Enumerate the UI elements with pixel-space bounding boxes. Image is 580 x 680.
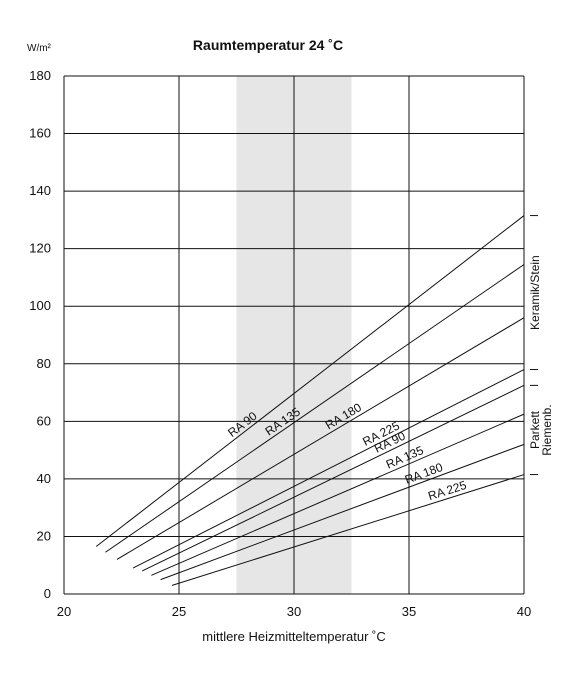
x-tick-label: 30 [287, 604, 301, 619]
series-line [171, 474, 525, 586]
series-line [141, 384, 525, 572]
series-label: RA 225 [426, 478, 468, 503]
series-line [132, 369, 525, 569]
y-tick-label: 60 [37, 413, 51, 428]
series-line [116, 317, 525, 560]
chart-title: Raumtemperatur 24 ˚C [193, 37, 343, 53]
series-line [95, 215, 525, 547]
x-axis-label: mittlere Heizmitteltemperatur ˚C [202, 629, 386, 644]
y-tick-label: 140 [29, 183, 51, 198]
y-tick-label: 40 [37, 471, 51, 486]
y-tick-label: 120 [29, 241, 51, 256]
y-tick-label: 80 [37, 356, 51, 371]
y-tick-label: 160 [29, 126, 51, 141]
y-tick-label: 0 [44, 586, 51, 601]
series-line [151, 413, 525, 576]
group-label-parkett: Parkett [528, 410, 542, 449]
tick-labels: 0 20 40 60 80 100 120 140 160 180 20 25 30 35 40 [29, 68, 531, 619]
y-tick-label: 20 [37, 528, 51, 543]
y-tick-label: 100 [29, 298, 51, 313]
y-tick-label: 180 [29, 68, 51, 83]
y-axis-unit: W/m² [27, 43, 52, 54]
x-tick-label: 20 [57, 604, 71, 619]
group-label-keramik: Keramik/Stein [528, 255, 542, 330]
grid [63, 75, 525, 595]
x-tick-label: 40 [517, 604, 531, 619]
x-tick-label: 35 [402, 604, 416, 619]
series-lines [95, 215, 525, 586]
series-line [160, 443, 525, 581]
x-tick-label: 25 [172, 604, 186, 619]
series-line [105, 264, 525, 553]
group-label-riemenb: Riemenb. [540, 404, 554, 455]
